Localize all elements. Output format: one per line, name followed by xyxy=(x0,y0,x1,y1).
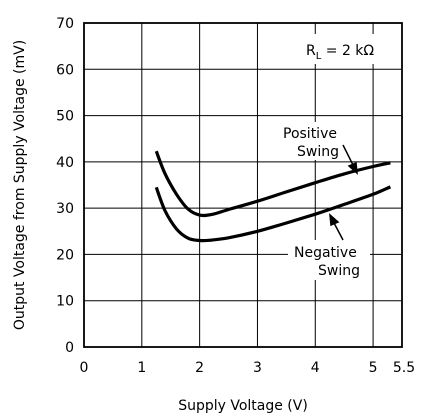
x-tick-label: 3 xyxy=(253,360,262,376)
x-tick-label: 5.5 xyxy=(393,360,415,376)
positive-arrow xyxy=(342,144,358,175)
negative-label-line1: Negative xyxy=(294,245,357,261)
series-layer xyxy=(154,150,392,243)
x-axis-title: Supply Voltage (V) xyxy=(178,398,308,414)
x-tick-label: 2 xyxy=(195,360,204,376)
load-annotation: RL = 2 kΩ xyxy=(306,43,374,62)
x-tick-label: 0 xyxy=(80,360,89,376)
y-axis-title: Output Voltage from Supply Voltage (mV) xyxy=(12,40,28,330)
y-tick-label: 60 xyxy=(56,62,74,78)
y-axis-ticks: 0 10 20 30 40 50 60 70 xyxy=(56,16,74,356)
negative-label-line2: Swing xyxy=(318,263,360,279)
y-tick-label: 50 xyxy=(56,109,74,125)
load-label-box xyxy=(300,34,398,64)
load-subscript: L xyxy=(316,51,322,62)
negative-arrow xyxy=(329,213,344,241)
x-tick-label: 5 xyxy=(369,360,378,376)
x-tick-label: 1 xyxy=(137,360,146,376)
y-tick-label: 30 xyxy=(56,201,74,217)
y-tick-label: 0 xyxy=(65,340,74,356)
plot-background xyxy=(84,23,402,347)
series-line-negative-swing xyxy=(154,185,392,243)
plot-frame xyxy=(83,22,403,348)
positive-label-line2: Swing xyxy=(297,144,339,160)
positive-label-box xyxy=(277,122,357,160)
y-tick-label: 40 xyxy=(56,155,74,171)
x-tick-label: 4 xyxy=(311,360,320,376)
positive-label-line1: Positive xyxy=(283,126,337,142)
y-tick-label: 70 xyxy=(56,16,74,32)
y-tick-label: 10 xyxy=(56,294,74,310)
x-axis-ticks: 0 1 2 3 4 5 5.5 xyxy=(80,360,416,376)
negative-label-box xyxy=(288,240,370,280)
y-tick-label: 20 xyxy=(56,247,74,263)
load-suffix: = 2 kΩ xyxy=(321,43,374,59)
series-line-positive-swing xyxy=(154,150,391,218)
grid xyxy=(84,23,402,347)
load-prefix: R xyxy=(306,43,316,59)
